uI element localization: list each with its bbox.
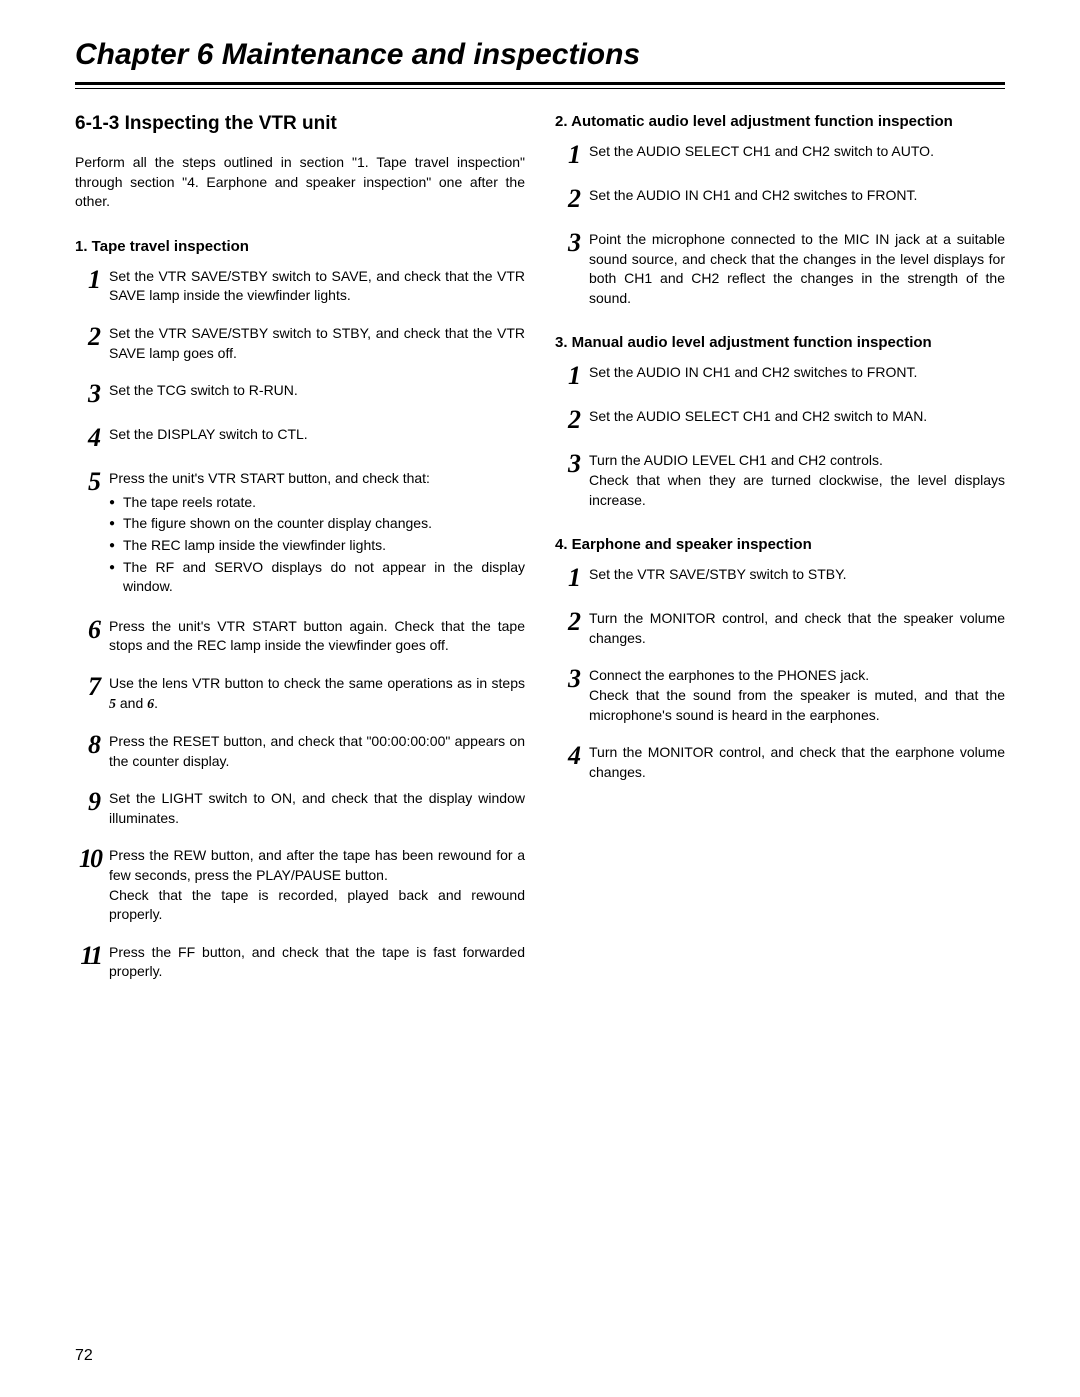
step-text: Press the unit's VTR START button again.… [109,617,525,656]
step-text: Turn the MONITOR control, and check that… [589,609,1005,648]
step-number: 9 [75,789,109,815]
subheading-tape-travel: 1. Tape travel inspection [75,238,525,255]
step-1: 1 Set the VTR SAVE/STBY switch to STBY. [555,565,1005,591]
text-line: Check that the tape is recorded, played … [109,887,525,923]
step-number: 1 [555,363,589,389]
bullet-item: The tape reels rotate. [109,493,525,513]
bullet-item: The RF and SERVO displays do not appear … [109,558,525,597]
step-number: 8 [75,732,109,758]
bullet-list: The tape reels rotate. The figure shown … [109,493,525,597]
step-text: Turn the AUDIO LEVEL CH1 and CH2 control… [589,451,1005,510]
text-line: Check that the sound from the speaker is… [589,687,1005,723]
step-2: 2 Set the AUDIO SELECT CH1 and CH2 switc… [555,407,1005,433]
double-rule [75,82,1005,89]
step-number: 11 [75,943,109,969]
text-fragment: Use the lens VTR button to check the sam… [109,675,525,691]
step-2: 2 Set the AUDIO IN CH1 and CH2 switches … [555,186,1005,212]
step-3: 3 Set the TCG switch to R-RUN. [75,381,525,407]
step-number: 2 [555,609,589,635]
step-9: 9 Set the LIGHT switch to ON, and check … [75,789,525,828]
step-text: Set the TCG switch to R-RUN. [109,381,525,401]
text-line: Connect the earphones to the PHONES jack… [589,667,869,683]
text-line: Turn the AUDIO LEVEL CH1 and CH2 control… [589,452,883,468]
step-text: Set the AUDIO IN CH1 and CH2 switches to… [589,186,1005,206]
step-number: 3 [555,666,589,692]
step-7: 7 Use the lens VTR button to check the s… [75,674,525,714]
step-1: 1 Set the AUDIO SELECT CH1 and CH2 switc… [555,142,1005,168]
left-column: 6-1-3 Inspecting the VTR unit Perform al… [75,113,525,1000]
step-text: Press the RESET button, and check that "… [109,732,525,771]
step-5: 5 Press the unit's VTR START button, and… [75,469,525,599]
section-manual-audio: 3. Manual audio level adjustment functio… [555,334,1005,510]
step-1: 1 Set the VTR SAVE/STBY switch to SAVE, … [75,267,525,306]
step-8: 8 Press the RESET button, and check that… [75,732,525,771]
step-text: Set the LIGHT switch to ON, and check th… [109,789,525,828]
step-text: Use the lens VTR button to check the sam… [109,674,525,714]
bullet-item: The figure shown on the counter display … [109,514,525,534]
chapter-title: Chapter 6 Maintenance and inspections [75,38,1005,72]
step-text: Set the VTR SAVE/STBY switch to STBY, an… [109,324,525,363]
step-11: 11 Press the FF button, and check that t… [75,943,525,982]
step-number: 3 [75,381,109,407]
step-3: 3 Turn the AUDIO LEVEL CH1 and CH2 contr… [555,451,1005,510]
step-text: Set the VTR SAVE/STBY switch to SAVE, an… [109,267,525,306]
step-number: 2 [555,407,589,433]
step-4: 4 Turn the MONITOR control, and check th… [555,743,1005,782]
text-line: Check that when they are turned clockwis… [589,472,1005,508]
step-text: Set the AUDIO IN CH1 and CH2 switches to… [589,363,1005,383]
step-number: 2 [75,324,109,350]
step-3: 3 Connect the earphones to the PHONES ja… [555,666,1005,725]
step-number: 1 [555,142,589,168]
step-number: 6 [75,617,109,643]
step-4: 4 Set the DISPLAY switch to CTL. [75,425,525,451]
step-number: 1 [555,565,589,591]
step-number: 1 [75,267,109,293]
step-lead: Press the unit's VTR START button, and c… [109,470,430,486]
step-number: 10 [75,846,109,872]
step-text: Connect the earphones to the PHONES jack… [589,666,1005,725]
right-column: 2. Automatic audio level adjustment func… [555,113,1005,1000]
step-3: 3 Point the microphone connected to the … [555,230,1005,308]
section-heading: 6-1-3 Inspecting the VTR unit [75,113,525,135]
step-number: 4 [555,743,589,769]
page-number: 72 [75,1347,93,1365]
subheading-earphone: 4. Earphone and speaker inspection [555,536,1005,553]
text-fragment: and [116,695,147,711]
step-text: Point the microphone connected to the MI… [589,230,1005,308]
step-text: Press the FF button, and check that the … [109,943,525,982]
step-text: Set the VTR SAVE/STBY switch to STBY. [589,565,1005,585]
step-number: 7 [75,674,109,700]
step-number: 5 [75,469,109,495]
step-ref: 5 [109,697,116,712]
bullet-item: The REC lamp inside the viewfinder light… [109,536,525,556]
step-2: 2 Set the VTR SAVE/STBY switch to STBY, … [75,324,525,363]
step-2: 2 Turn the MONITOR control, and check th… [555,609,1005,648]
step-text: Set the AUDIO SELECT CH1 and CH2 switch … [589,407,1005,427]
section-auto-audio: 2. Automatic audio level adjustment func… [555,113,1005,308]
subheading-auto-audio: 2. Automatic audio level adjustment func… [555,113,1005,130]
two-column-layout: 6-1-3 Inspecting the VTR unit Perform al… [75,113,1005,1000]
step-text: Press the REW button, and after the tape… [109,846,525,924]
step-number: 3 [555,230,589,256]
step-text: Set the AUDIO SELECT CH1 and CH2 switch … [589,142,1005,162]
step-text: Press the unit's VTR START button, and c… [109,469,525,599]
step-1: 1 Set the AUDIO IN CH1 and CH2 switches … [555,363,1005,389]
step-10: 10 Press the REW button, and after the t… [75,846,525,924]
step-number: 2 [555,186,589,212]
step-number: 4 [75,425,109,451]
section-earphone-speaker: 4. Earphone and speaker inspection 1 Set… [555,536,1005,782]
step-text: Turn the MONITOR control, and check that… [589,743,1005,782]
intro-paragraph: Perform all the steps outlined in sectio… [75,153,525,212]
subheading-manual-audio: 3. Manual audio level adjustment functio… [555,334,1005,351]
text-fragment: . [154,695,158,711]
step-number: 3 [555,451,589,477]
text-line: Press the REW button, and after the tape… [109,847,525,883]
step-text: Set the DISPLAY switch to CTL. [109,425,525,445]
step-6: 6 Press the unit's VTR START button agai… [75,617,525,656]
